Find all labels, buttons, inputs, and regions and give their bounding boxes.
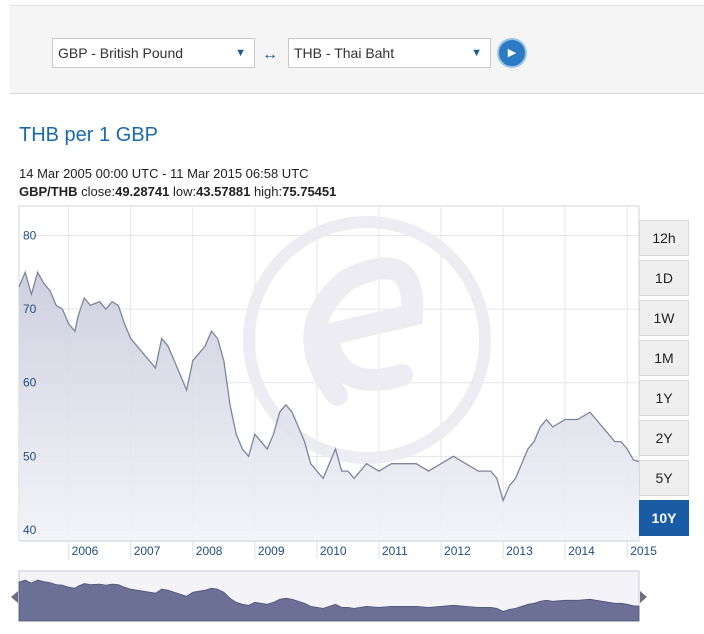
go-button[interactable]: ▶ xyxy=(497,38,527,68)
navigator-area xyxy=(18,579,640,622)
range-button-5y[interactable]: 5Y xyxy=(639,460,689,496)
y-tick-label: 70 xyxy=(23,302,37,316)
date-range: 14 Mar 2005 00:00 UTC - 11 Mar 2015 06:5… xyxy=(19,166,309,181)
chart-title: THB per 1 GBP xyxy=(19,124,158,146)
x-tick-label: 2006 xyxy=(72,544,99,558)
range-button-1d[interactable]: 1D xyxy=(639,260,689,296)
series-line xyxy=(18,270,640,503)
high-label: high: xyxy=(253,184,283,199)
y-tick-label: 50 xyxy=(23,449,37,463)
close-value: 49.28741 xyxy=(115,184,170,199)
range-button-1m[interactable]: 1M xyxy=(639,340,689,376)
x-tick-label: 2011 xyxy=(382,544,408,558)
from-currency-select[interactable]: GBP - British Pound ▼ xyxy=(52,38,255,68)
y-tick-label: 40 xyxy=(23,523,37,537)
pair-label: GBP/THB xyxy=(19,184,78,199)
navigator-left-handle-icon xyxy=(11,591,18,603)
play-icon: ▶ xyxy=(507,47,517,59)
to-currency-select[interactable]: THB - Thai Baht ▼ xyxy=(288,38,491,68)
chevron-down-icon: ▼ xyxy=(471,47,482,59)
x-tick-label: 2010 xyxy=(320,544,347,558)
x-tick-label: 2015 xyxy=(630,544,657,558)
y-tick-label: 80 xyxy=(23,228,37,242)
low-value: 43.57881 xyxy=(196,184,251,199)
chart-stats: GBP/THB close:49.28741 low:43.57881 high… xyxy=(19,184,336,199)
x-tick-label: 2012 xyxy=(444,544,471,558)
low-label: low: xyxy=(172,184,197,199)
range-button-1w[interactable]: 1W xyxy=(639,300,689,336)
range-button-12h[interactable]: 12h xyxy=(639,220,689,256)
range-button-10y[interactable]: 10Y xyxy=(639,500,689,536)
navigator-right-handle-icon xyxy=(640,591,647,603)
x-tick-label: 2007 xyxy=(134,544,161,558)
x-tick-label: 2009 xyxy=(258,544,285,558)
chevron-down-icon: ▼ xyxy=(235,47,246,59)
converter-bar: GBP - British Pound ▼ ↔ THB - Thai Baht … xyxy=(10,5,704,94)
x-tick-label: 2008 xyxy=(196,544,223,558)
watermark-logo xyxy=(243,216,491,464)
x-tick-label: 2013 xyxy=(506,544,533,558)
series-area xyxy=(19,272,639,541)
from-currency-label: GBP - British Pound xyxy=(58,45,184,61)
range-button-1y[interactable]: 1Y xyxy=(639,380,689,416)
high-value: 75.75451 xyxy=(282,184,337,199)
swap-icon[interactable]: ↔ xyxy=(262,46,278,63)
range-buttons: 12h 1D 1W 1M 1Y 2Y 5Y 10Y xyxy=(639,220,689,540)
y-tick-label: 60 xyxy=(23,376,37,390)
range-button-2y[interactable]: 2Y xyxy=(639,420,689,456)
close-label: close: xyxy=(81,184,116,199)
watermark-e xyxy=(303,257,424,406)
x-axis-band xyxy=(19,541,639,561)
x-tick-label: 2014 xyxy=(568,544,595,558)
to-currency-label: THB - Thai Baht xyxy=(294,45,395,61)
